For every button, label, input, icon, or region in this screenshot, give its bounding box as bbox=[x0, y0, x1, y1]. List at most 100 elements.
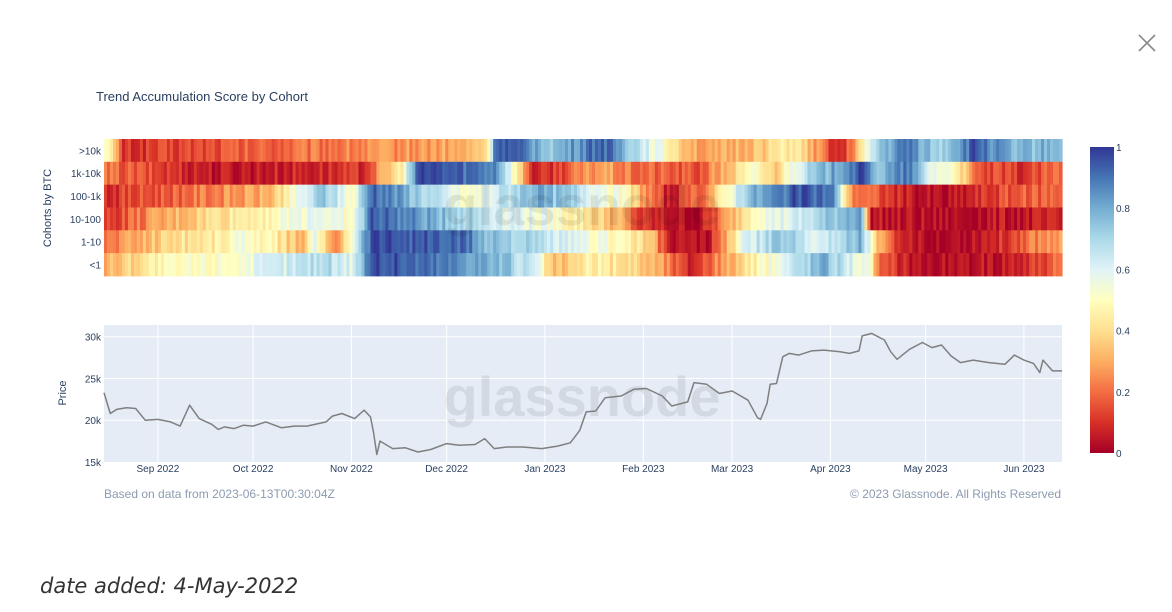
heatmap-cell bbox=[538, 253, 542, 277]
heatmap-cell bbox=[508, 184, 512, 208]
heatmap-cell bbox=[421, 184, 425, 208]
heatmap-cell bbox=[172, 139, 177, 163]
heatmap-cell bbox=[412, 207, 416, 231]
heatmap-cell bbox=[190, 253, 195, 277]
heatmap-cell bbox=[999, 207, 1003, 231]
heatmap-cell bbox=[636, 184, 641, 208]
heatmap-cell bbox=[202, 139, 207, 163]
heatmap-cell bbox=[118, 253, 123, 277]
heatmap-cell bbox=[588, 161, 593, 186]
heatmap-cell bbox=[343, 139, 348, 163]
heatmap-cell bbox=[505, 207, 509, 231]
heatmap-cell bbox=[804, 184, 809, 208]
heatmap-cell bbox=[678, 139, 683, 163]
heatmap-cell bbox=[211, 184, 216, 208]
heatmap-cell bbox=[753, 184, 758, 208]
heatmap-cell bbox=[1017, 253, 1021, 277]
heatmap-cell bbox=[708, 207, 713, 231]
heatmap-cell bbox=[1038, 207, 1042, 231]
heatmap-cell bbox=[391, 184, 395, 208]
heatmap-cell bbox=[720, 253, 725, 277]
heatmap-cell bbox=[301, 253, 306, 277]
heatmap-cell bbox=[1005, 161, 1009, 186]
heatmap-cell bbox=[618, 207, 623, 231]
heatmap-cell bbox=[840, 207, 845, 231]
heatmap-cell bbox=[139, 161, 144, 186]
heatmap-cell bbox=[502, 139, 506, 163]
heatmap-cell bbox=[385, 161, 389, 186]
heatmap-cell bbox=[882, 253, 886, 277]
heatmap-cell bbox=[502, 253, 506, 277]
heatmap-cell bbox=[774, 253, 779, 277]
heatmap-cell bbox=[951, 139, 955, 163]
heatmap-cell bbox=[714, 161, 719, 186]
heatmap-cell bbox=[556, 253, 560, 277]
heatmap-cell bbox=[160, 161, 165, 186]
heatmap-cell bbox=[1002, 253, 1006, 277]
heatmap-cell bbox=[583, 230, 587, 254]
heatmap-cell bbox=[957, 230, 961, 254]
heatmap-cell bbox=[960, 253, 964, 277]
heatmap-cell bbox=[957, 139, 961, 163]
colorbar-tick-label: 0.6 bbox=[1116, 265, 1130, 276]
heatmap-cell bbox=[442, 184, 446, 208]
heatmap-cell bbox=[295, 253, 300, 277]
heatmap-cell bbox=[654, 161, 659, 186]
heatmap-cell bbox=[253, 230, 258, 254]
heatmap-cell bbox=[1029, 253, 1033, 277]
heatmap-cell bbox=[109, 184, 114, 208]
heatmap-cell bbox=[795, 161, 800, 186]
heatmap-cell bbox=[783, 139, 788, 163]
heatmap-cell bbox=[313, 161, 318, 186]
heatmap-cell bbox=[157, 184, 162, 208]
heatmap-cell bbox=[244, 207, 249, 231]
heatmap-cell bbox=[729, 161, 734, 186]
heatmap-cell bbox=[466, 207, 470, 231]
heatmap-cell bbox=[1050, 253, 1054, 277]
heatmap-cell bbox=[615, 161, 620, 186]
heatmap bbox=[104, 139, 1063, 277]
heatmap-cell bbox=[891, 161, 895, 186]
heatmap-cell bbox=[142, 139, 147, 163]
heatmap-cell bbox=[307, 184, 312, 208]
heatmap-cell bbox=[1002, 161, 1006, 186]
heatmap-cell bbox=[298, 207, 303, 231]
heatmap-cell bbox=[544, 253, 548, 277]
heatmap-cell bbox=[553, 161, 557, 186]
heatmap-cell bbox=[358, 139, 363, 163]
heatmap-cell bbox=[148, 230, 153, 254]
heatmap-cell bbox=[861, 161, 866, 186]
heatmap-cell bbox=[361, 253, 366, 277]
heatmap-cell bbox=[774, 207, 779, 231]
heatmap-cell bbox=[954, 253, 958, 277]
heatmap-cell bbox=[759, 253, 764, 277]
heatmap-cell bbox=[612, 161, 617, 186]
heatmap-cell bbox=[609, 253, 614, 277]
heatmap-cell bbox=[358, 184, 363, 208]
heatmap-cell bbox=[669, 207, 674, 231]
heatmap-cell bbox=[190, 139, 195, 163]
heatmap-cell bbox=[517, 230, 521, 254]
heatmap-cell bbox=[588, 253, 593, 277]
heatmap-cell bbox=[130, 139, 135, 163]
heatmap-cell bbox=[675, 139, 680, 163]
heatmap-cell bbox=[807, 207, 812, 231]
heatmap-cell bbox=[331, 161, 336, 186]
heatmap-cell bbox=[553, 253, 557, 277]
heatmap-cell bbox=[888, 230, 892, 254]
heatmap-cell bbox=[541, 184, 545, 208]
heatmap-cell bbox=[166, 161, 171, 186]
heatmap-cell bbox=[148, 161, 153, 186]
heatmap-cell bbox=[843, 184, 848, 208]
heatmap-cell bbox=[178, 207, 183, 231]
heatmap-cell bbox=[250, 253, 255, 277]
heatmap-cell bbox=[328, 139, 333, 163]
heatmap-cell bbox=[121, 161, 126, 186]
heatmap-cell bbox=[307, 207, 312, 231]
heatmap-cell bbox=[606, 230, 611, 254]
heatmap-cell bbox=[954, 230, 958, 254]
close-button[interactable] bbox=[1130, 28, 1160, 58]
heatmap-cell bbox=[849, 207, 854, 231]
heatmap-cell bbox=[801, 207, 806, 231]
heatmap-cell bbox=[846, 207, 851, 231]
